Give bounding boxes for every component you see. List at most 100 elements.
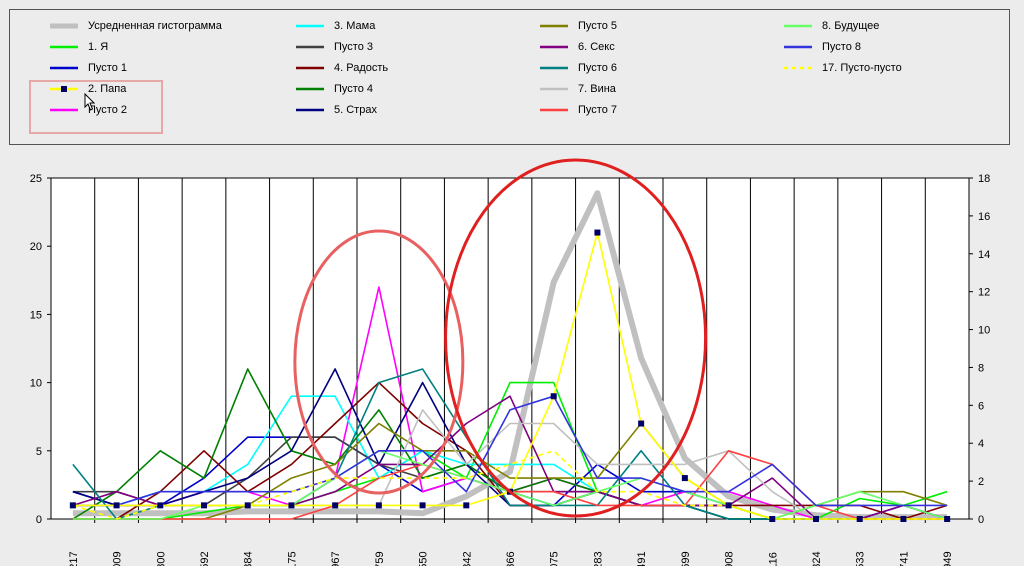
x-tick-label: 0.6283 (592, 551, 604, 566)
series-point (332, 502, 339, 509)
legend-swatch (540, 66, 568, 70)
legend-highlight-box (29, 80, 163, 134)
legend-label: 3. Мама (334, 20, 376, 32)
left-tick-label: 5 (36, 446, 42, 458)
legend-swatch (784, 24, 812, 28)
chart-plot: 0 5 10 15 20 25 0 2 4 6 8 10 12 14 16 18 2.0217 1.8009 1.5… (30, 158, 990, 566)
legend-label: Пусто 7 (578, 104, 617, 116)
annotation-ellipse (444, 158, 708, 518)
legend-item: Усредненная гистограмма (48, 18, 222, 34)
svg-text:1.9533: 1.9533 (855, 551, 867, 566)
series-point (69, 502, 76, 509)
legend-item: Пусто 3 (294, 39, 373, 55)
legend-label: Пусто 8 (822, 41, 861, 53)
legend-item: 1. Я (48, 39, 108, 55)
legend-item: Пусто 7 (538, 102, 617, 118)
series-point (375, 502, 382, 509)
x-tick-label: 1.3592 (199, 551, 211, 566)
svg-text:1.0699: 1.0699 (680, 551, 692, 566)
legend-item: 4. Радость (294, 60, 388, 76)
legend-swatch (50, 23, 78, 29)
legend-swatch (540, 87, 568, 91)
x-tick-label: 1.7324 (811, 551, 823, 566)
right-tick-label: 12 (978, 287, 990, 299)
left-tick-label: 10 (30, 378, 42, 390)
svg-text:1.5116: 1.5116 (767, 552, 779, 566)
x-tick-label: 1.1384 (243, 551, 255, 566)
svg-text:1.3592: 1.3592 (199, 551, 211, 566)
legend-item: 2. Папа (48, 81, 126, 97)
legend-swatch (50, 86, 78, 92)
left-tick-label: 20 (30, 241, 42, 253)
svg-text:0.4075: 0.4075 (549, 551, 561, 566)
legend-swatch (296, 108, 324, 112)
legend-label: Пусто 3 (334, 41, 373, 53)
series-point (157, 502, 164, 509)
legend-item: Пусто 8 (782, 39, 861, 55)
right-tick-label: 14 (978, 249, 990, 261)
legend-swatch (296, 87, 324, 91)
x-tick-label: 0.6967 (330, 551, 342, 566)
legend-item: 6. Секс (538, 39, 615, 55)
series-point (769, 516, 776, 522)
series-point (244, 502, 251, 509)
right-tick-label: 18 (978, 173, 990, 185)
legend-item: 5. Страх (294, 102, 377, 118)
svg-text:2.0217: 2.0217 (68, 551, 80, 566)
right-tick-label: 16 (978, 211, 990, 223)
legend-label: 8. Будущее (822, 20, 880, 32)
series-point (463, 502, 470, 509)
x-tick-label: 1.5800 (155, 551, 167, 566)
x-tick-label: 2.0217 (68, 551, 80, 566)
svg-text:0.6967: 0.6967 (330, 551, 342, 566)
series-point (813, 516, 819, 522)
series-point (900, 516, 907, 522)
chart-legend: Усредненная гистограмма 1. Я Пусто 1 2. Пап… (9, 9, 1010, 145)
x-tick-label: 0.2550 (418, 551, 430, 566)
x-tick-label: 2.1741 (898, 551, 910, 566)
legend-label: 17. Пусто-пусто (822, 62, 902, 74)
mouse-pointer-icon (84, 93, 96, 111)
annotation-ellipse (293, 229, 465, 495)
series-point (944, 516, 951, 522)
svg-text:1.7324: 1.7324 (811, 551, 823, 566)
legend-label: 6. Секс (578, 41, 615, 53)
series-point (638, 420, 645, 427)
x-tick-label: 1.0699 (680, 551, 692, 566)
series-point (681, 475, 688, 482)
legend-label: Усредненная гистограмма (88, 20, 222, 32)
legend-swatch (784, 66, 812, 70)
svg-text:1.5800: 1.5800 (155, 551, 167, 566)
right-tick-label: 8 (978, 362, 984, 374)
legend-swatch (540, 24, 568, 28)
right-tick-label: 6 (978, 400, 984, 412)
x-tick-label: 1.8009 (112, 551, 124, 566)
legend-swatch (296, 66, 324, 70)
series-point (419, 502, 426, 509)
left-tick-label: 0 (36, 514, 42, 526)
legend-item: Пусто 5 (538, 18, 617, 34)
series-point (725, 502, 732, 509)
svg-text:0.0342: 0.0342 (461, 551, 473, 566)
legend-item: Пусто 2 (48, 102, 127, 118)
x-tick-label: 0.4075 (549, 551, 561, 566)
x-tick-label: 0.1866 (505, 551, 517, 566)
legend-label: Пусто 4 (334, 83, 373, 95)
legend-label: 4. Радость (334, 62, 389, 74)
legend-swatch (540, 108, 568, 112)
legend-swatch (296, 24, 324, 28)
legend-swatch (50, 66, 78, 70)
series-line (72, 190, 948, 521)
svg-text:1.8009: 1.8009 (112, 551, 124, 566)
svg-text:0.6283: 0.6283 (592, 551, 604, 566)
x-tick-label: 0.9175 (286, 551, 298, 566)
series-line (72, 395, 948, 507)
legend-label: Пусто 1 (88, 62, 127, 74)
series-point (550, 393, 557, 400)
svg-text:0.2550: 0.2550 (418, 551, 430, 566)
legend-item: Пусто 6 (538, 60, 617, 76)
svg-text:0.4759: 0.4759 (374, 551, 386, 566)
legend-item: 7. Вина (538, 81, 616, 97)
legend-label: Пусто 5 (578, 20, 617, 32)
legend-label: Пусто 2 (88, 104, 127, 116)
